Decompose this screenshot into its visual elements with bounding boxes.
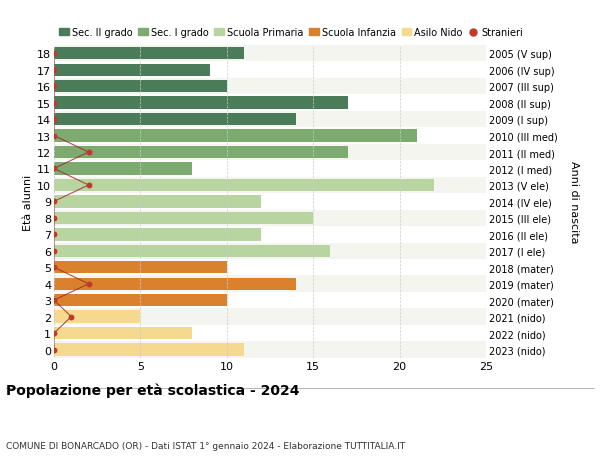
Point (49, 215, 59, 222)
Bar (54, 245, 331, 257)
Bar (54, 48, 244, 60)
Y-axis label: Età alunni: Età alunni (23, 174, 33, 230)
Bar (46, 95, 512, 112)
Bar (46, 309, 512, 325)
Point (49, 50, 59, 58)
Point (49, 231, 59, 239)
Bar (54, 229, 262, 241)
Bar (46, 243, 512, 259)
Point (49, 133, 59, 140)
Bar (46, 128, 512, 145)
Point (49, 198, 59, 206)
Bar (54, 81, 227, 93)
Bar (54, 196, 262, 208)
Bar (46, 145, 512, 161)
Point (49, 100, 59, 107)
Bar (54, 278, 296, 290)
Y-axis label: Anni di nascita: Anni di nascita (569, 161, 578, 243)
Bar (46, 112, 512, 128)
Bar (46, 177, 512, 194)
Bar (46, 259, 512, 276)
Bar (54, 327, 192, 340)
Bar (54, 212, 313, 224)
Bar (46, 194, 512, 210)
Bar (46, 161, 512, 177)
Bar (46, 62, 512, 79)
Point (49, 297, 59, 304)
Bar (54, 163, 192, 175)
Point (49, 264, 59, 271)
Bar (46, 210, 512, 227)
Bar (54, 114, 296, 126)
Text: COMUNE DI BONARCADO (OR) - Dati ISTAT 1° gennaio 2024 - Elaborazione TUTTITALIA.: COMUNE DI BONARCADO (OR) - Dati ISTAT 1°… (6, 441, 405, 450)
Bar (54, 97, 348, 110)
Bar (54, 64, 209, 77)
Point (49, 116, 59, 123)
Bar (46, 79, 512, 95)
Bar (54, 262, 227, 274)
Bar (46, 341, 512, 358)
Bar (54, 179, 434, 192)
Point (49, 67, 59, 74)
Bar (46, 276, 512, 292)
Point (49, 247, 59, 255)
Point (49, 165, 59, 173)
Bar (46, 292, 512, 309)
Bar (46, 46, 512, 62)
Bar (54, 294, 227, 307)
Bar (54, 146, 348, 159)
Bar (54, 344, 244, 356)
Bar (54, 311, 140, 323)
Point (49, 330, 59, 337)
Point (67, 313, 76, 321)
Legend: Sec. II grado, Sec. I grado, Scuola Primaria, Scuola Infanzia, Asilo Nido, Stran: Sec. II grado, Sec. I grado, Scuola Prim… (59, 28, 523, 38)
Bar (54, 130, 417, 142)
Point (84, 149, 94, 157)
Point (84, 280, 94, 288)
Point (84, 182, 94, 189)
Bar (46, 325, 512, 341)
Point (49, 83, 59, 90)
Text: Popolazione per età scolastica - 2024: Popolazione per età scolastica - 2024 (6, 382, 299, 397)
Point (49, 346, 59, 353)
Bar (46, 227, 512, 243)
